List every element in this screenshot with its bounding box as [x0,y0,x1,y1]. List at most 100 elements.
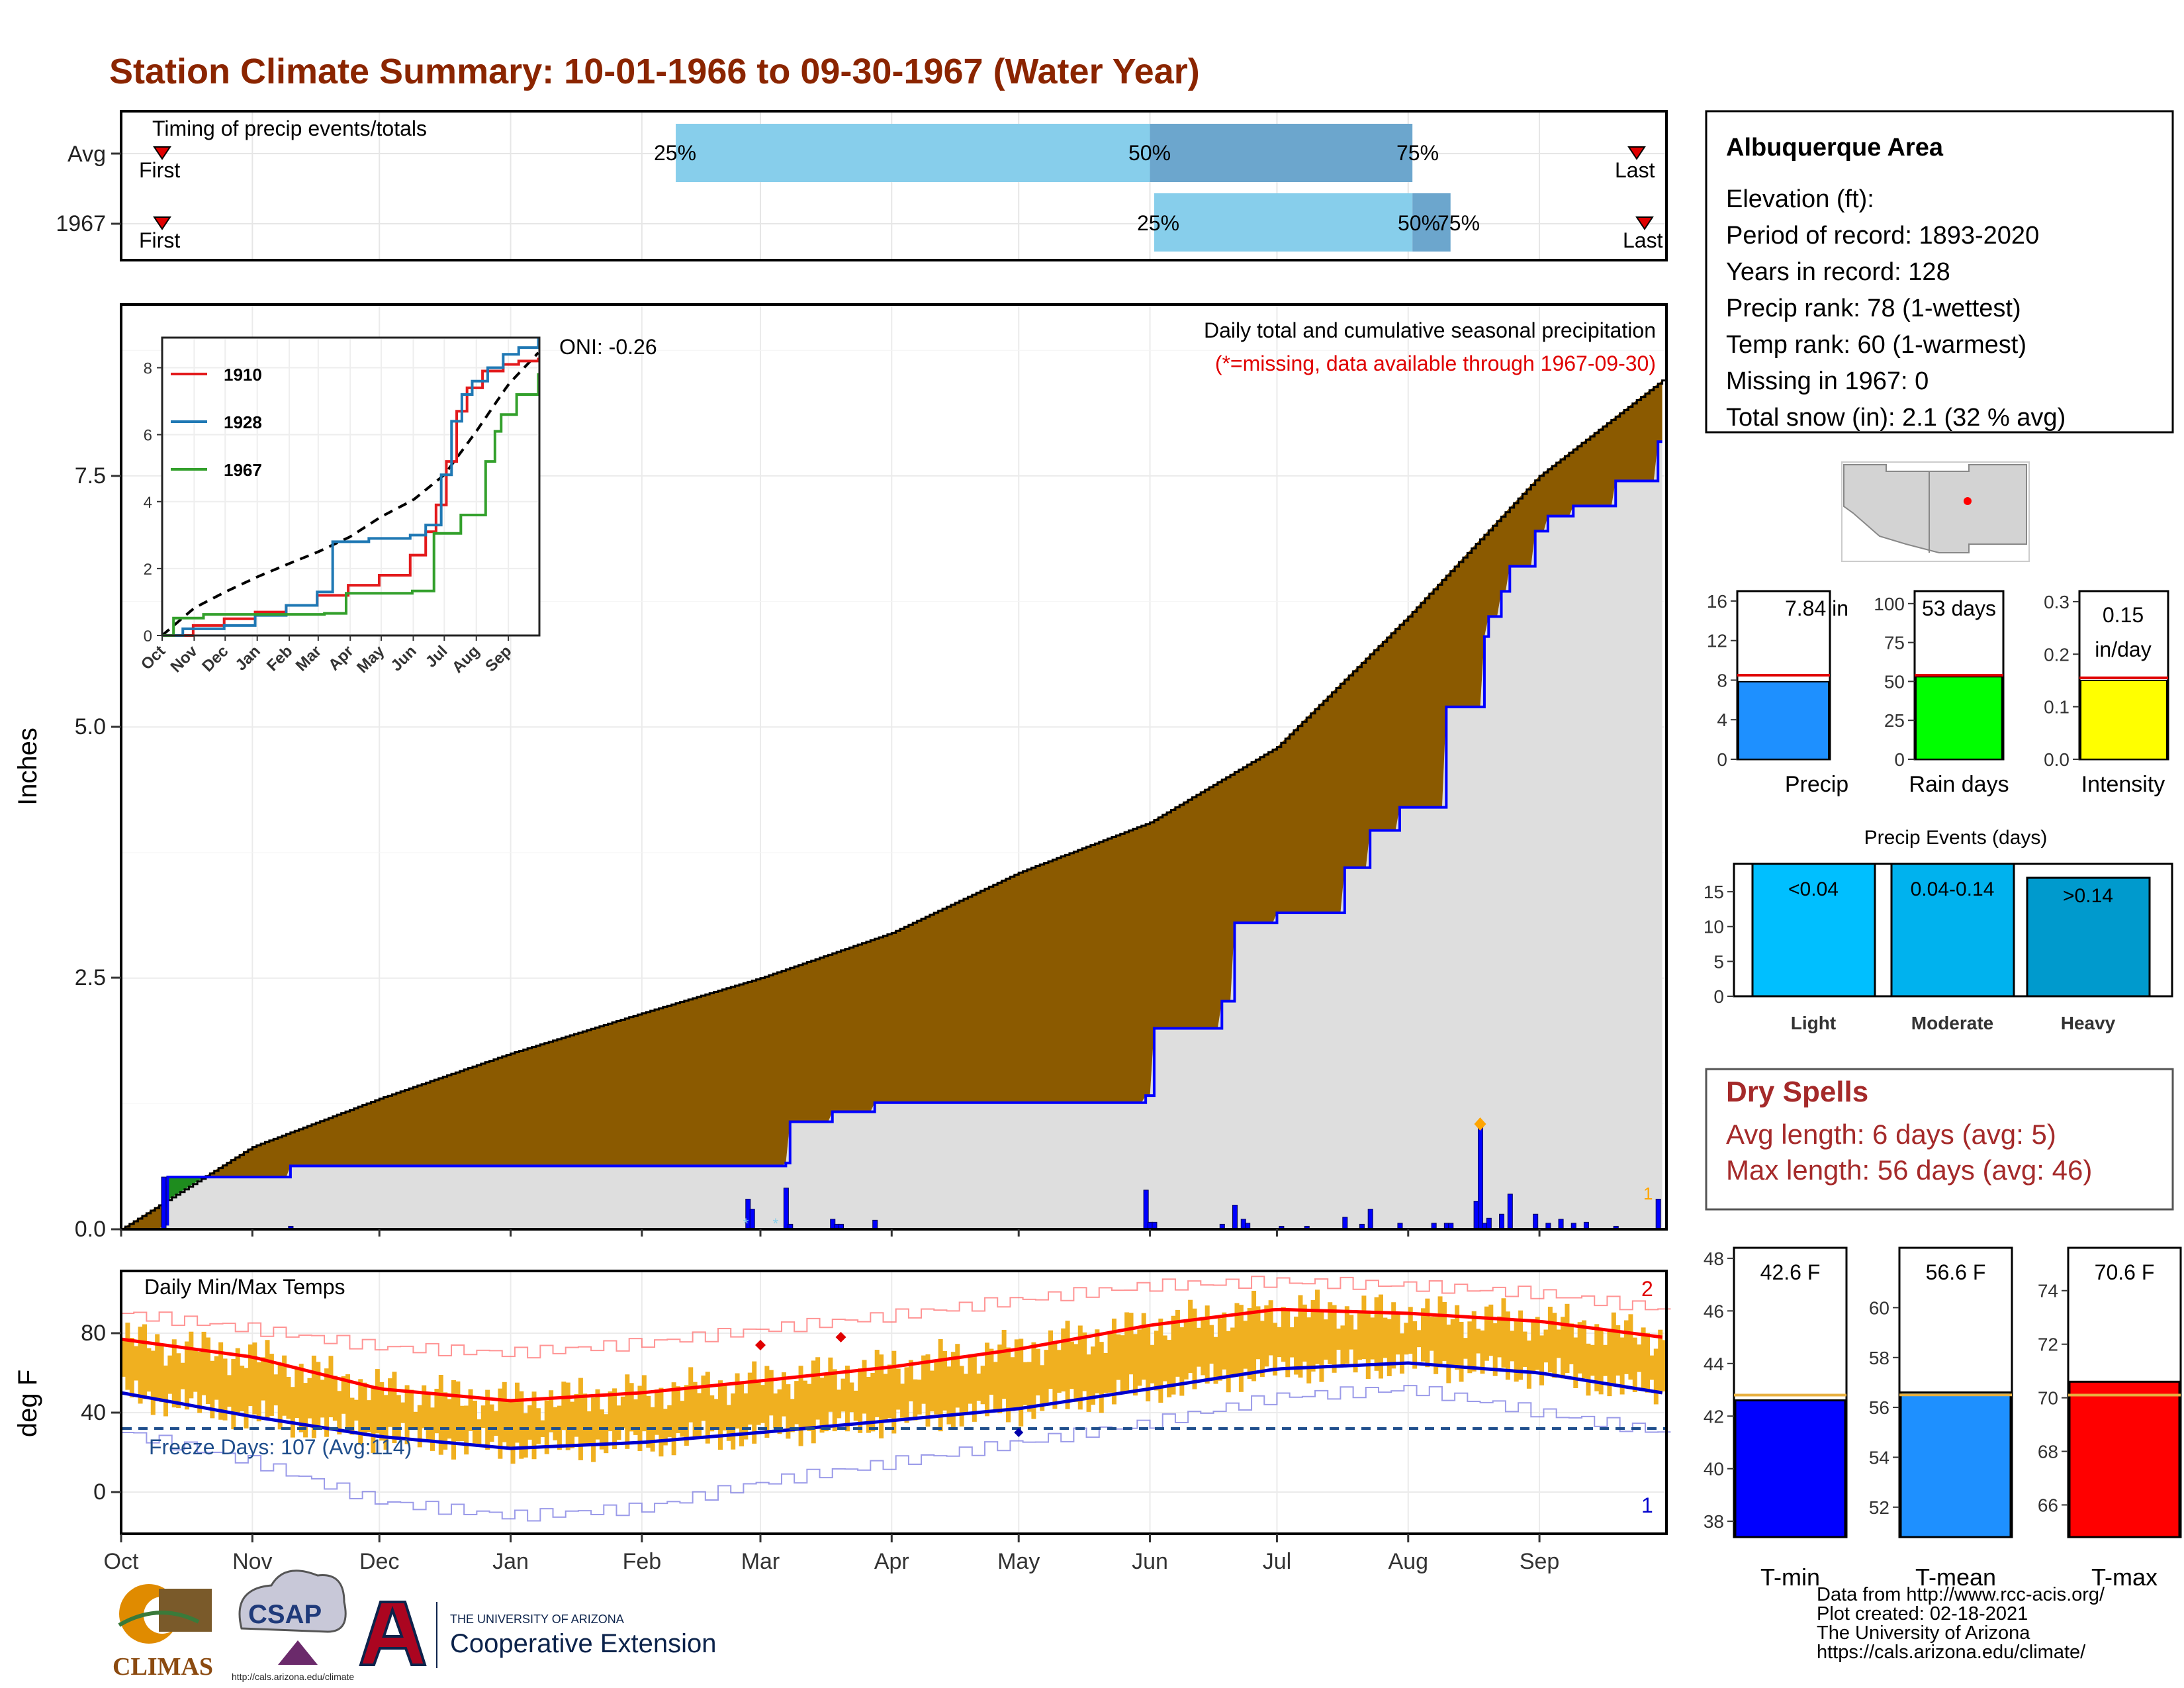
daily-precip-bar-27 [1478,1126,1484,1230]
daily-temp-bar-275 [1285,1309,1291,1378]
daily-temp-bar-90 [502,1382,507,1442]
daily-temp-bar-233 [1107,1332,1113,1393]
daily-temp-bar-358 [1637,1344,1642,1372]
temp-panel-title: Daily Min/Max Temps [144,1275,345,1299]
daily-temp-bar-226 [1077,1325,1083,1410]
daily-temp-bar-68 [409,1389,414,1430]
csap-logo-cloud [238,1570,347,1633]
daily-temp-bar-209 [1006,1347,1011,1423]
daily-temp-bar-151 [760,1385,765,1423]
daily-temp-bar-32 [256,1362,261,1422]
daily-temp-bar-356 [1628,1314,1633,1380]
daily-temp-bar-15 [184,1341,189,1410]
precip-events-chart: 0 5 10 15 [1704,863,2173,1007]
daily-temp-bar-274 [1281,1307,1286,1362]
avg-max-line [120,1307,1662,1403]
summary-bars: 0 4 8 12 16 0 25 50 75 100 0.0 0.1 0.2 0.3 [1707,590,2169,770]
info-years: Years in record: 128 [1726,258,1950,286]
daily-temp-bar-46 [316,1362,321,1429]
daily-temp-bar-121 [633,1399,639,1435]
daily-temp-bar-39 [286,1377,291,1419]
daily-temp-bar-268 [1255,1306,1261,1360]
daily-temp-bar-62 [383,1395,388,1450]
daily-temp-bar-167 [828,1357,833,1412]
daily-temp-bar-54 [349,1397,355,1435]
daily-temp-bar-4 [138,1327,143,1404]
daily-precip-bar-31 [1507,1194,1513,1230]
daily-temp-bar-161 [802,1380,807,1429]
daily-temp-bar-171 [844,1366,850,1432]
tmax-summary-bar-tick-3: 72 [2038,1335,2058,1355]
daily-temp-bar-132 [680,1401,685,1437]
daily-temp-bar-271 [1268,1300,1273,1356]
raindays-bar-label: Rain days [1909,772,2009,797]
daily-temp-bar-278 [1298,1295,1303,1378]
daily-temp-bar-109 [582,1393,588,1446]
daily-temp-bar-320 [1476,1329,1481,1354]
daily-temp-bar-322 [1484,1306,1489,1361]
timing-q25-year: 25% [1137,211,1179,235]
daily-temp-bar-262 [1230,1327,1236,1377]
timing-last-marker-year [1635,216,1654,230]
daily-temp-bar-141 [718,1380,723,1450]
daily-temp-bar-344 [1577,1322,1582,1374]
daily-temp-bar-286 [1332,1305,1337,1373]
daily-temp-bar-193 [938,1338,943,1432]
tmin-bar-label: T-min [1760,1564,1820,1591]
record-high-marker-0 [754,1340,766,1350]
daily-temp-bar-3 [134,1346,139,1381]
daily-temp-bar-324 [1492,1323,1498,1376]
daily-temp-bar-88 [493,1411,498,1436]
year-cumulative-line [121,440,1662,1231]
inset-legend-1967: 1967 [224,460,262,480]
daily-temp-bar-74 [434,1388,439,1434]
daily-temp-bar-44 [307,1378,312,1419]
timing-first-marker-year [153,216,171,230]
daily-temp-bar-221 [1056,1350,1062,1393]
daily-temp-bar-175 [862,1360,867,1414]
tmin-summary-bar-tick-3: 44 [1704,1354,1724,1374]
daily-temp-bar-19 [201,1331,206,1395]
daily-temp-bar-20 [205,1337,210,1405]
daily-temp-bar-223 [1065,1321,1070,1409]
daily-temp-bar-168 [832,1369,837,1432]
climas-logo-land [159,1589,212,1632]
daily-temp-bar-43 [303,1383,308,1438]
daily-temp-bar-180 [883,1374,888,1423]
snow-marker-1: * [743,1215,749,1232]
daily-precip-bar-38 [1655,1198,1661,1230]
daily-temp-bar-35 [269,1354,274,1416]
inset-ytick-4: 8 [144,360,152,378]
station-info-box: Albuquerque Area Elevation (ft): Period … [1705,110,2174,434]
daily-temp-bar-227 [1082,1332,1087,1391]
daily-temp-bar-96 [527,1405,533,1440]
daily-temp-bar-26 [231,1358,236,1430]
month-label-0: Oct [104,1549,139,1574]
inset-line-1967 [162,373,540,637]
daily-temp-bar-28 [240,1366,245,1412]
daily-temp-bar-228 [1086,1354,1091,1412]
event-bar-light [1751,863,1876,998]
daily-temp-bar-7 [150,1350,156,1415]
daily-temp-bar-331 [1522,1331,1527,1367]
month-label-2: Dec [359,1549,399,1574]
daily-temp-bar-98 [535,1408,541,1444]
timing-last-label-year: Last [1623,228,1663,252]
daily-temp-bar-188 [917,1380,922,1415]
daily-temp-bar-178 [874,1350,880,1417]
daily-temp-bar-363 [1658,1329,1663,1394]
timing-last-label-avg: Last [1615,158,1655,182]
daily-temp-bar-215 [1031,1342,1036,1419]
daily-temp-bar-16 [189,1331,194,1399]
daily-temp-bar-79 [455,1381,461,1442]
daily-temp-bar-156 [781,1372,786,1417]
daily-temp-bar-321 [1480,1330,1485,1374]
dry-spells-frame [1705,1068,2174,1211]
daily-temp-bar-120 [629,1383,634,1432]
daily-temp-bar-213 [1023,1362,1028,1405]
daily-temp-bar-336 [1543,1329,1549,1363]
tmax-summary-bar-tick-4: 74 [2038,1281,2058,1301]
daily-temp-bar-285 [1328,1302,1333,1365]
intensity-bar-value: 0.15 [2103,603,2144,627]
raindays-summary-bar-tick-3: 75 [1884,633,1905,653]
